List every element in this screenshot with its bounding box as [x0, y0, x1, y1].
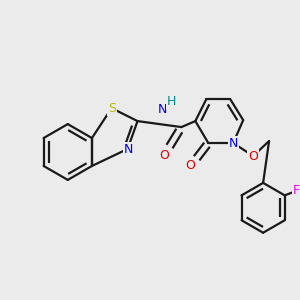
Text: S: S — [108, 102, 116, 115]
Text: O: O — [160, 149, 170, 163]
Text: N: N — [229, 136, 238, 149]
Text: F: F — [293, 184, 300, 197]
Text: O: O — [248, 151, 258, 164]
Text: H: H — [167, 95, 176, 108]
Text: N: N — [158, 103, 167, 116]
Text: O: O — [185, 159, 195, 172]
Text: N: N — [124, 142, 133, 155]
